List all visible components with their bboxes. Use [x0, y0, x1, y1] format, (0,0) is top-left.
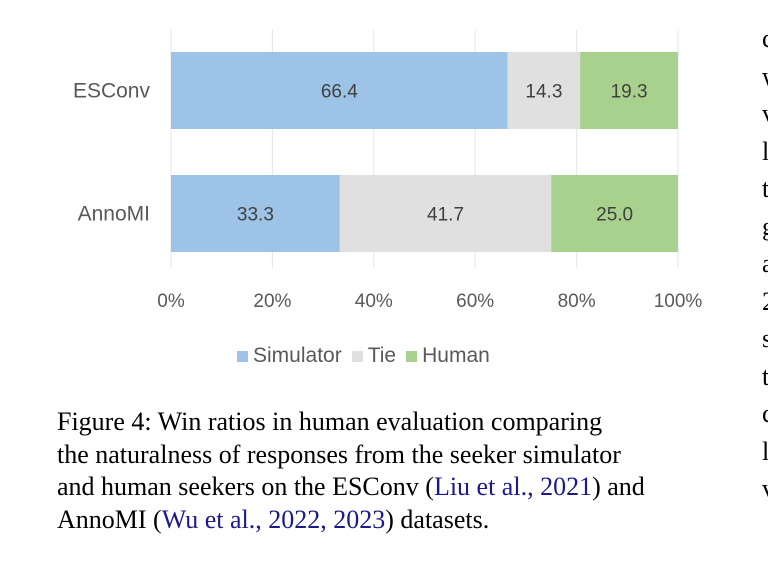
bar-segment-simulator: [171, 52, 508, 129]
category-label: AnnoMI: [78, 203, 150, 226]
x-tick-label: 20%: [253, 291, 291, 312]
citation-wu[interactable]: Wu et al., 2022, 2023: [161, 504, 386, 534]
adjacent-letter: v: [762, 470, 768, 508]
bar-segment-tie: [507, 52, 581, 129]
caption-line-2: the naturalness of responses from the se…: [57, 439, 621, 469]
legend-swatch-simulator: [237, 350, 248, 362]
legend-label-human: Human: [422, 344, 490, 367]
data-label: 41.7: [427, 205, 464, 226]
legend-swatch-human: [406, 350, 418, 362]
figure-caption: Figure 4: Win ratios in human evaluation…: [57, 406, 713, 536]
caption-line-4: AnnoMI (Wu et al., 2022, 2023) datasets.: [57, 504, 713, 537]
caption-line-3-end: ) and: [592, 472, 645, 501]
x-tick-label: 40%: [355, 291, 393, 312]
adjacent-letter: a: [762, 249, 768, 278]
adjacent-letter: 2: [762, 283, 768, 321]
adjacent-letter: c: [762, 399, 768, 428]
adjacent-letter: c: [762, 24, 768, 53]
stacked-bar-chart: 66.4 14.3 19.3 33.3 41.7 25.0 ESConv AnnoMI 0%…: [73, 30, 702, 312]
bar-segment-human: [580, 52, 678, 129]
adjacent-letter: w: [762, 58, 768, 96]
caption-line-4-start: AnnoMI (: [57, 504, 162, 534]
caption-line-3-start: and human seekers on the ESConv (: [57, 472, 434, 501]
legend-label-tie: Tie: [367, 344, 397, 367]
bars: 66.4 14.3 19.3 33.3 41.7 25.0: [171, 52, 678, 252]
adjacent-letter: l: [762, 436, 768, 466]
bar-segment-tie: [339, 175, 552, 252]
legend-item-human: Human: [406, 344, 490, 368]
legend-item-tie: Tie: [351, 344, 397, 368]
data-label: 14.3: [525, 82, 562, 103]
legend-item-simulator: Simulator: [237, 344, 342, 368]
legend-swatch-tie: [351, 350, 363, 362]
x-tick-label: 80%: [558, 291, 596, 312]
x-tick-labels: 0% 20% 40% 60% 80% 100%: [157, 291, 702, 312]
data-label: 19.3: [611, 82, 648, 103]
bar-segment-human: [551, 175, 678, 252]
adjacent-letter: g: [762, 208, 768, 246]
data-label: 25.0: [596, 205, 633, 226]
bar-segment-simulator: [171, 175, 340, 252]
legend-label-simulator: Simulator: [253, 344, 342, 367]
legend: Simulator Tie Human: [237, 344, 500, 368]
adjacent-letter: t: [762, 174, 768, 203]
adjacent-letter: l: [762, 136, 768, 166]
data-label: 66.4: [321, 82, 358, 103]
citation-liu[interactable]: Liu et al., 2021: [433, 472, 593, 501]
adjacent-column-text: c w v l t g a 2 s t c l v: [762, 20, 768, 508]
category-labels: ESConv AnnoMI: [73, 80, 151, 226]
caption-line-4-end: ) datasets.: [385, 504, 490, 534]
adjacent-letter: s: [762, 324, 768, 353]
caption-line-1: Figure 4: Win ratios in human evaluation…: [57, 407, 603, 436]
x-tick-label: 100%: [654, 291, 703, 312]
adjacent-letter: t: [762, 361, 768, 391]
data-label: 33.3: [237, 205, 274, 226]
x-tick-label: 0%: [157, 291, 185, 312]
caption-line-3: and human seekers on the ESConv (Liu et …: [57, 471, 713, 504]
x-tick-label: 60%: [456, 291, 494, 312]
adjacent-letter: v: [762, 95, 768, 133]
category-label: ESConv: [73, 80, 151, 103]
